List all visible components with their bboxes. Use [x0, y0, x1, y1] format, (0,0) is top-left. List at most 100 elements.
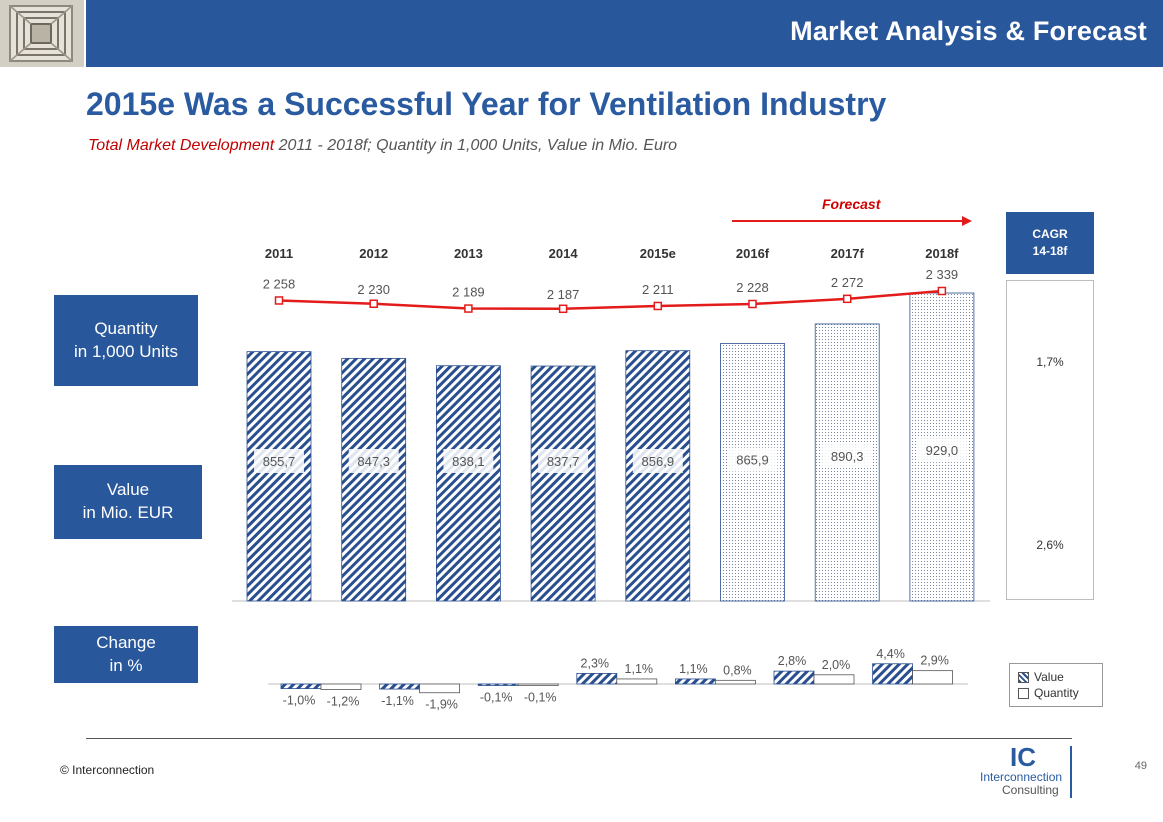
page-number: 49: [1134, 760, 1147, 772]
value-bar-2016f: [720, 343, 785, 602]
value-label-2012: 847,3: [357, 454, 390, 469]
logo-ic-text: IC: [1010, 742, 1036, 772]
forecast-arrowhead: [962, 216, 972, 226]
change-value-label-3: 2,3%: [581, 656, 610, 670]
interconnection-logo: IC Interconnection Consulting: [980, 744, 1074, 800]
change-quantity-label-4: 0,8%: [723, 663, 752, 677]
year-label-2015e: 2015e: [640, 246, 676, 261]
change-value-label-6: 4,4%: [876, 647, 905, 661]
change-quantity-label-1: -1,9%: [425, 698, 458, 712]
legend-label-quantity: Quantity: [1034, 686, 1079, 700]
legend-swatch-quantity: [1018, 687, 1029, 699]
forecast-label: Forecast: [822, 196, 881, 212]
change-value-bar-2: [477, 683, 519, 686]
value-label-bg-2016f: [727, 447, 778, 472]
cagr-quantity: 1,7%: [1036, 355, 1064, 369]
value-label-2013: 838,1: [452, 454, 485, 469]
subtitle-highlight: Total Market Development: [88, 137, 275, 154]
value-label-bg-2013: [443, 449, 494, 473]
cagr-header: CAGR 14-18f: [1006, 212, 1094, 274]
chart-legend: Value Quantity: [1009, 663, 1103, 707]
quantity-label-2015e: 2 211: [642, 282, 674, 297]
quantity-label-box: Quantity in 1,000 Units: [54, 295, 198, 386]
quantity-marker-2015e: [653, 301, 663, 311]
quantity-label-2012: 2 230: [357, 282, 390, 297]
change-value-bar-1: [379, 683, 421, 690]
ventilation-grille-icon: [0, 0, 86, 67]
quantity-label-2013: 2 189: [452, 285, 485, 300]
legend-label-value: Value: [1034, 670, 1064, 684]
change-quantity-label-6: 2,9%: [920, 654, 949, 668]
value-label-bg-2014: [538, 449, 589, 473]
change-value-bar-3: [576, 673, 618, 685]
year-label-2016f: 2016f: [736, 246, 770, 261]
quantity-marker-2018f: [937, 286, 947, 296]
quantity-label-2018f: 2 339: [926, 267, 959, 282]
logo-line1: Interconnection: [980, 770, 1063, 784]
logo-line2: Consulting: [1002, 783, 1059, 797]
cagr-box: 1,7% 2,6%: [1006, 280, 1094, 600]
change-quantity-bar-6: [912, 670, 953, 685]
change-value-label-0: -1,0%: [283, 694, 316, 708]
quantity-marker-2016f: [748, 299, 757, 309]
cagr-value: 2,6%: [1036, 538, 1064, 552]
value-label-bg-2011: [254, 449, 304, 473]
page-title: 2015e Was a Successful Year for Ventilat…: [86, 86, 887, 122]
header-bar: [0, 0, 1163, 67]
change-quantity-label-0: -1,2%: [327, 695, 360, 709]
header-title: Market Analysis & Forecast: [790, 16, 1147, 46]
quantity-label-2011: 2 258: [263, 276, 296, 291]
value-label-box: Value in Mio. EUR: [54, 465, 202, 539]
value-bar-2013: [435, 365, 501, 602]
value-label-2015e: 856,9: [642, 454, 675, 469]
subtitle-rest: 2011 - 2018f; Quantity in 1,000 Units, V…: [274, 137, 678, 154]
value-label-2011: 855,7: [263, 454, 296, 469]
logo-bar: [1070, 746, 1072, 798]
quantity-marker-2014: [558, 304, 568, 314]
quantity-label-2016f: 2 228: [736, 280, 769, 295]
value-label-2017f: 890,3: [831, 449, 864, 464]
footer-divider: [86, 738, 1072, 739]
change-quantity-bar-3: [616, 678, 658, 685]
change-quantity-label-5: 2,0%: [822, 658, 851, 672]
quantity-marker-2013: [464, 304, 473, 313]
year-label-2018f: 2018f: [925, 246, 959, 261]
change-quantity-bar-2: [517, 683, 559, 686]
value-bar-2015e: [625, 350, 691, 602]
change-value-label-2: -0,1%: [480, 691, 513, 705]
value-label-bg-2018f: [916, 438, 967, 463]
change-value-label-1: -1,1%: [381, 694, 414, 708]
quantity-marker-2011: [274, 296, 284, 305]
value-bar-2014: [530, 365, 596, 602]
quantity-marker-2012: [369, 299, 378, 309]
change-value-label-4: 1,1%: [679, 662, 708, 676]
legend-item-value: Value: [1018, 670, 1094, 684]
change-quantity-bar-4: [715, 679, 756, 685]
value-label-2016f: 865,9: [736, 453, 769, 468]
change-quantity-bar-0: [320, 683, 362, 690]
quantity-marker-2017f: [842, 294, 852, 304]
year-label-2011: 2011: [265, 246, 293, 261]
legend-item-quantity: Quantity: [1018, 686, 1094, 700]
year-label-2014: 2014: [549, 246, 579, 261]
change-value-bar-4: [675, 678, 716, 685]
change-quantity-bar-5: [813, 674, 855, 685]
change-label-box: Change in %: [54, 626, 198, 683]
change-value-label-5: 2,8%: [778, 654, 807, 668]
quantity-label-2014: 2 187: [547, 287, 580, 302]
page-subtitle: Total Market Development 2011 - 2018f; Q…: [88, 137, 677, 155]
change-quantity-label-3: 1,1%: [625, 662, 654, 676]
value-bar-2011: [246, 351, 312, 602]
value-label-2014: 837,7: [547, 454, 580, 469]
quantity-line: [278, 289, 943, 311]
year-label-2013: 2013: [454, 246, 483, 261]
change-value-bar-6: [872, 663, 913, 685]
copyright: © Interconnection: [60, 763, 155, 777]
legend-swatch-value: [1018, 671, 1029, 683]
change-quantity-label-2: -0,1%: [524, 691, 557, 705]
quantity-label-2017f: 2 272: [831, 275, 864, 290]
year-label-2017f: 2017f: [831, 246, 865, 261]
value-label-bg-2012: [348, 449, 399, 473]
change-value-bar-0: [280, 683, 322, 689]
